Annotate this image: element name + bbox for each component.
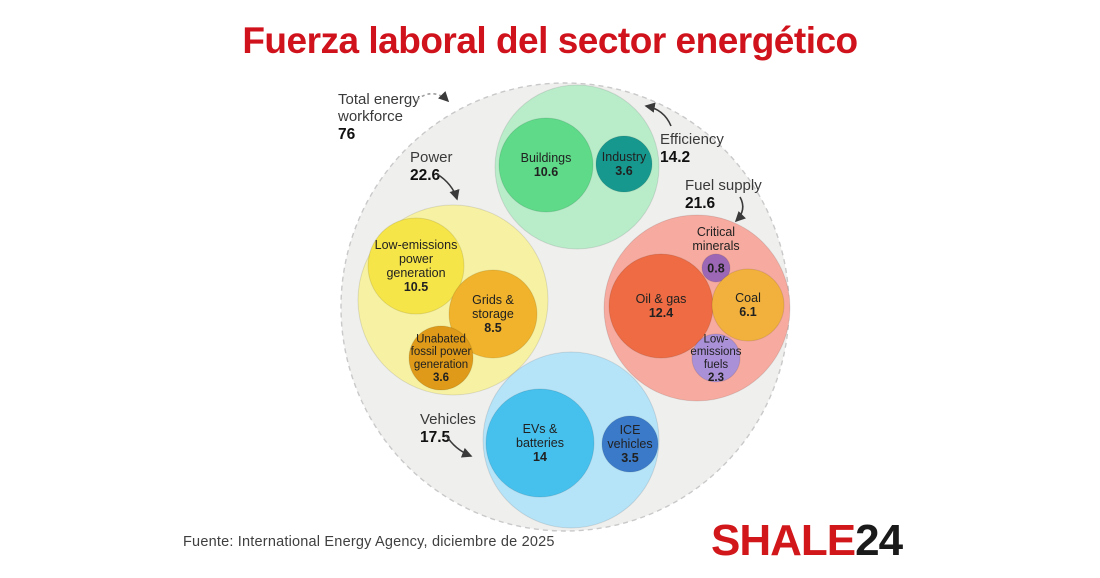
bubble-value-buildings: 10.6 [534,165,558,179]
bubble-label-industry: Industry [602,150,647,164]
total-workforce-label: Total energy [338,91,420,108]
bubble-label-low-emissions-fuels: Low- [704,333,729,345]
group-value-vehicles: 17.5 [420,429,451,446]
bubble-value-industry: 3.6 [615,164,632,178]
total-workforce-arrow [416,91,450,103]
group-arrow-vehicles [445,434,473,458]
bubble-value-low-emissions-fuels: 2.3 [708,372,724,384]
bubble-value-low-emissions-power-generation: 10.5 [404,280,428,294]
total-workforce-label: workforce [337,108,403,125]
group-arrow-power [436,173,460,201]
bubble-label-unabated-fossil-power-generation: generation [414,359,468,371]
bubble-value-ice-vehicles: 3.5 [621,451,638,465]
bubble-label-low-emissions-power-generation: Low-emissions [375,238,458,252]
total-workforce-value: 76 [338,126,356,143]
bubble-value-unabated-fossil-power-generation: 3.6 [433,372,449,384]
bubble-value-oil-gas: 12.4 [649,306,673,320]
bubble-low-emissions-fuels [691,333,741,383]
bubble-coal [711,268,785,342]
bubble-industry [595,135,653,193]
group-value-fuel-supply: 21.6 [685,195,716,212]
bubble-buildings [498,117,594,213]
bubble-label-grids-storage: Grids & [472,293,514,307]
group-arrow-efficiency [644,102,672,127]
bubble-label-critical-minerals: Critical [697,225,735,239]
bubble-label-unabated-fossil-power-generation: Unabated [416,333,466,345]
bubble-value-evs-batteries: 14 [533,450,547,464]
group-value-efficiency: 14.2 [660,149,690,166]
group-value-power: 22.6 [410,167,441,184]
source-note: Fuente: International Energy Agency, dic… [183,534,555,550]
bubble-evs-batteries [485,388,595,498]
group-arrow-fuel-supply [734,196,746,223]
group-label-efficiency: Efficiency [660,131,724,148]
bubble-label-grids-storage: storage [472,307,514,321]
brand-logo: SHALE24 [711,516,903,565]
bubble-label-oil-gas: Oil & gas [636,292,687,306]
bubble-low-emissions-power-generation [367,217,465,315]
bubble-label-coal: Coal [735,291,761,305]
bubble-label-low-emissions-power-generation: generation [386,266,445,280]
bubble-value-critical-minerals: 0.8 [707,261,724,275]
group-label-power: Power [410,149,453,166]
bubble-label-evs-batteries: batteries [516,436,564,450]
bubble-label-critical-minerals: minerals [692,239,739,253]
bubble-value-grids-storage: 8.5 [484,321,501,335]
bubble-label-ice-vehicles: ICE [620,423,641,437]
bubble-label-low-emissions-fuels: fuels [704,359,729,371]
bubble-label-low-emissions-power-generation: power [399,252,433,266]
group-label-fuel-supply: Fuel supply [685,177,762,194]
brand-logo-primary: SHALE [711,516,856,565]
bubble-unabated-fossil-power-generation [408,325,474,391]
bubble-critical-minerals [701,253,731,283]
bubble-value-coal: 6.1 [739,305,756,319]
bubble-label-low-emissions-fuels: emissions [690,346,741,358]
bubble-label-evs-batteries: EVs & [523,422,558,436]
brand-logo-secondary: 24 [855,516,903,565]
bubble-label-buildings: Buildings [521,151,572,165]
page-title: Fuerza laboral del sector energético [242,20,858,61]
group-label-vehicles: Vehicles [420,411,476,428]
bubble-grids-storage [448,269,538,359]
bubble-label-unabated-fossil-power-generation: fossil power [411,346,472,358]
bubble-ice-vehicles [601,415,659,473]
bubble-label-ice-vehicles: vehicles [607,437,652,451]
